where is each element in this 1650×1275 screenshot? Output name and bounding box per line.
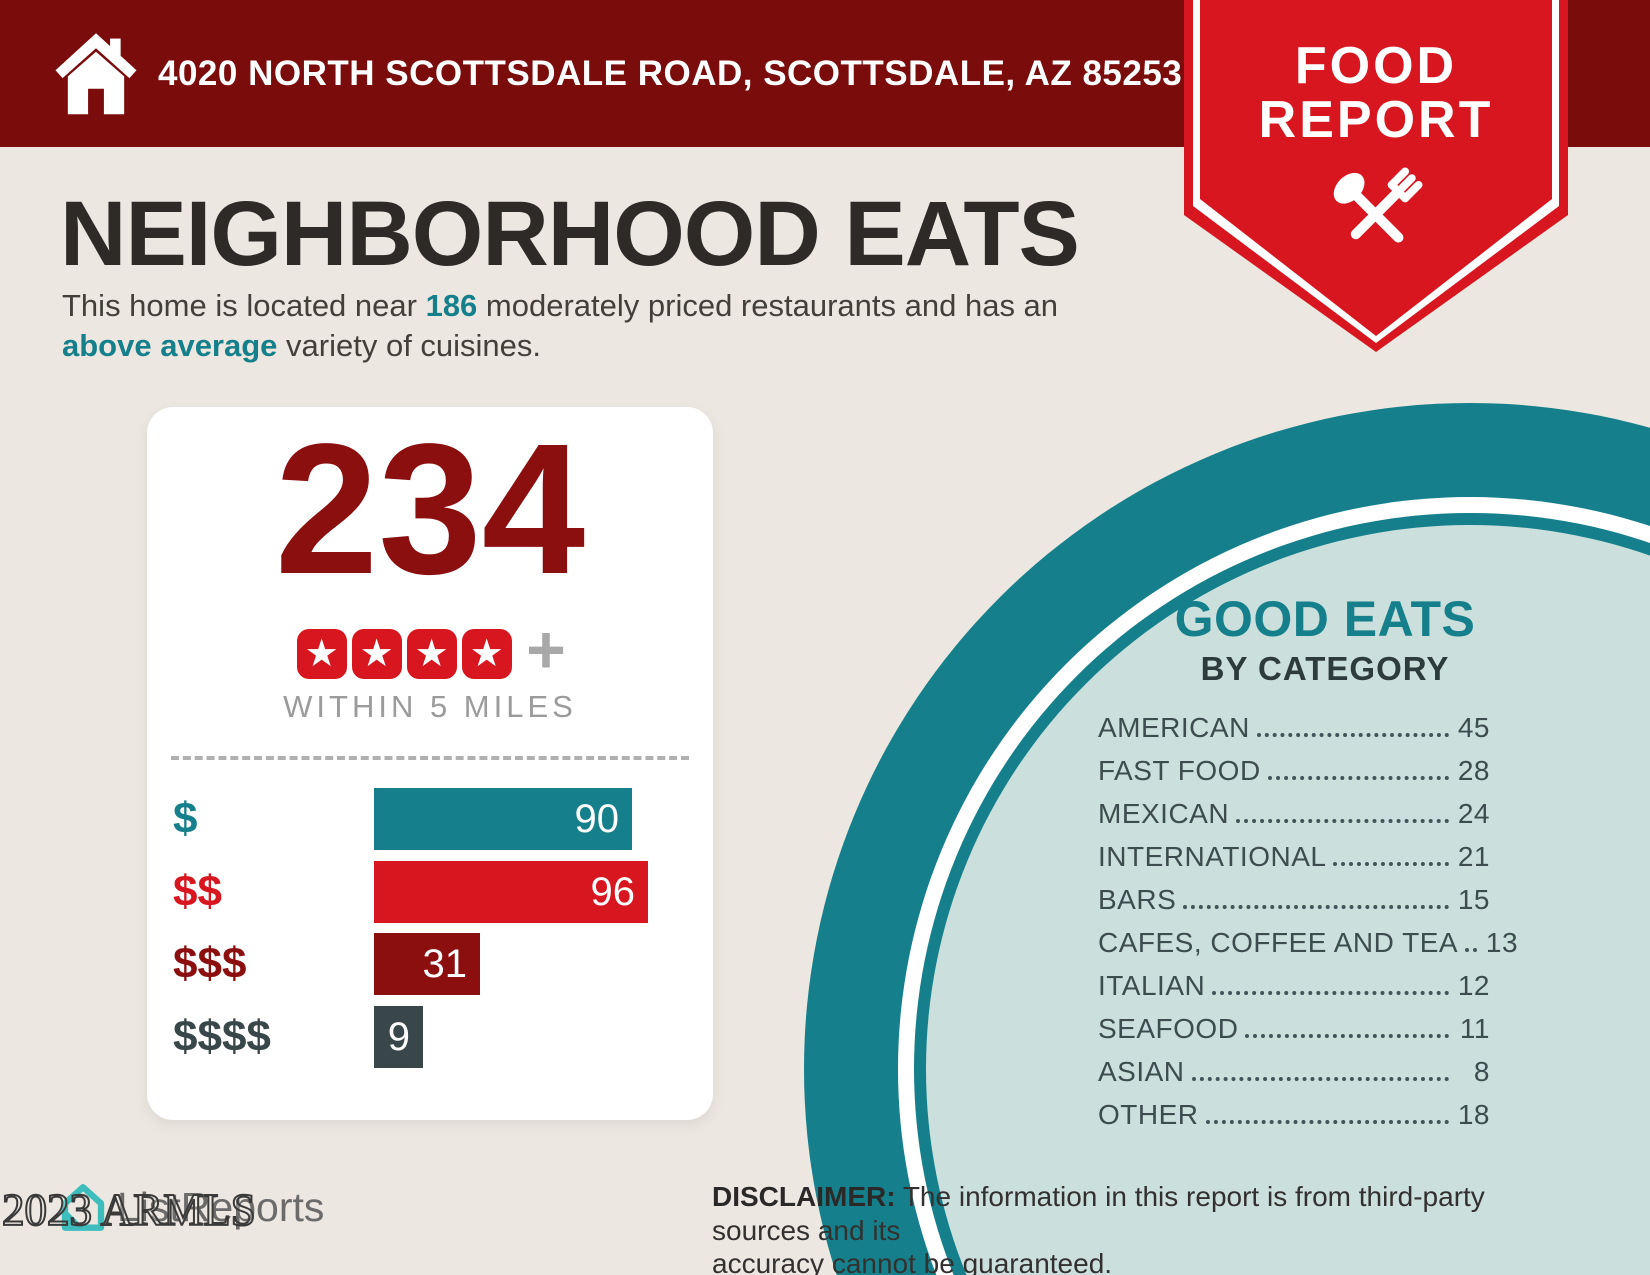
price-bar: 31 (374, 933, 480, 995)
star-rating: ★ ★ ★ ★ + (147, 616, 713, 688)
price-bar-value: 31 (422, 942, 468, 986)
good-eats-subtitle: BY CATEGORY (1200, 650, 1450, 687)
category-name: BARS (1098, 884, 1177, 915)
dotted-leader (1267, 776, 1449, 780)
dotted-leader (1256, 733, 1449, 737)
price-bar-row: $ 90 (171, 788, 689, 850)
category-row: CAFES, COFFEE AND TEA 13 (1098, 927, 1518, 958)
dotted-leader (1183, 905, 1449, 909)
plus-sign: + (526, 612, 566, 688)
listreports-wordmark: ListReports (117, 1183, 325, 1230)
property-address: 4020 NORTH SCOTTSDALE ROAD, SCOTTSDALE, … (158, 53, 1183, 93)
category-row: FAST FOOD 28 (1098, 755, 1490, 785)
intro-part3: variety of cuisines. (277, 327, 542, 363)
star-icon: ★ (351, 629, 402, 679)
category-count: 12 (1457, 970, 1490, 1001)
dotted-leader (1333, 862, 1449, 866)
disclaimer-label: DISCLAIMER: (712, 1181, 896, 1212)
category-row: ASIAN 8 (1098, 1056, 1490, 1086)
price-bar: 96 (374, 861, 648, 923)
category-row: SEAFOOD 11 (1098, 1013, 1490, 1043)
listreports-logo: ListReports (56, 1180, 324, 1234)
category-name: CAFES, COFFEE AND TEA (1098, 927, 1459, 958)
category-row: ITALIAN 12 (1098, 970, 1490, 1000)
category-count: 28 (1457, 755, 1490, 786)
price-bar: 90 (374, 788, 632, 850)
ribbon-title-line2: REPORT (1258, 91, 1494, 149)
category-name: AMERICAN (1098, 712, 1250, 743)
category-name: INTERNATIONAL (1098, 841, 1327, 872)
restaurant-count: 186 (425, 288, 478, 323)
dotted-leader (1236, 819, 1449, 823)
ribbon-content: FOOD REPORT (1184, 0, 1568, 275)
ribbon-title-line1: FOOD (1294, 37, 1458, 95)
category-count: 21 (1457, 841, 1490, 872)
price-bar-value: 90 (574, 797, 620, 841)
good-eats-title: GOOD EATS (1174, 591, 1476, 647)
category-name: FAST FOOD (1098, 755, 1261, 786)
dotted-leader (1205, 1120, 1449, 1124)
dotted-leader (1212, 991, 1449, 995)
category-row: AMERICAN 45 (1098, 712, 1490, 742)
listreports-house-icon (61, 1184, 105, 1231)
price-bar-value: 96 (590, 870, 636, 914)
star-icon: ★ (406, 629, 457, 679)
price-tier-label: $$$$ (173, 1012, 271, 1061)
dotted-leader (1191, 1077, 1449, 1081)
category-count: 11 (1459, 1013, 1490, 1044)
price-bar-value: 9 (387, 1015, 410, 1059)
category-row: BARS 15 (1098, 884, 1490, 914)
category-count: 18 (1457, 1099, 1490, 1130)
star-icon: ★ (296, 629, 347, 679)
category-row: OTHER 18 (1098, 1099, 1490, 1129)
page-title: NEIGHBORHOOD EATS (60, 183, 1080, 285)
price-bar: 9 (374, 1006, 423, 1068)
category-row: INTERNATIONAL 21 (1098, 841, 1490, 871)
home-icon (55, 33, 137, 115)
intro-highlight: above average (62, 327, 278, 363)
price-bar-row: $$ 96 (171, 861, 689, 923)
dotted-leader (1245, 1034, 1449, 1038)
category-row: MEXICAN 24 (1098, 798, 1490, 828)
star-icon: ★ (461, 629, 512, 679)
category-name: ITALIAN (1098, 970, 1206, 1001)
price-tier-label: $$$ (173, 939, 247, 988)
price-tier-label: $ (173, 794, 198, 843)
category-count: 45 (1457, 712, 1490, 743)
intro-part2: moderately priced restaurants and has an (477, 288, 1059, 323)
dotted-leader (1465, 948, 1478, 952)
category-count: 8 (1473, 1056, 1490, 1087)
category-count: 13 (1485, 927, 1519, 958)
price-tier-label: $$ (173, 867, 222, 916)
intro-part1: This home is located near (62, 288, 426, 323)
price-bar-row: $$$ 31 (171, 933, 689, 995)
intro-text: This home is located near 186 moderately… (62, 286, 1142, 365)
disclaimer-line1: The information in this report is from t… (712, 1181, 1485, 1246)
category-count: 24 (1457, 798, 1490, 829)
category-count: 15 (1457, 884, 1490, 915)
food-report-ribbon: FOOD REPORT (1184, 0, 1568, 352)
category-name: SEAFOOD (1098, 1013, 1239, 1044)
category-name: OTHER (1098, 1099, 1199, 1130)
category-name: ASIAN (1098, 1056, 1185, 1087)
crossed-spoon-fork-icon (1333, 167, 1423, 243)
category-list: AMERICAN 45 FAST FOOD 28 MEXICAN 24 INTE… (1098, 712, 1518, 1142)
total-restaurants: 234 (274, 406, 586, 613)
radius-caption: WITHIN 5 MILES (283, 689, 577, 724)
price-bar-row: $$$$ 9 (171, 1006, 689, 1068)
disclaimer: DISCLAIMER: The information in this repo… (712, 1180, 1572, 1275)
disclaimer-line2: accuracy cannot be guaranteed. (712, 1248, 1113, 1275)
armls-watermark: 2023 ARMLS (1, 1184, 257, 1236)
star-badges: ★ ★ ★ ★ (294, 629, 514, 679)
summary-card: 234 ★ ★ ★ ★ + WITHIN 5 MILES $ 90 $$ 96 $$$… (147, 407, 713, 1120)
dashed-divider (171, 756, 689, 760)
category-name: MEXICAN (1098, 798, 1230, 829)
